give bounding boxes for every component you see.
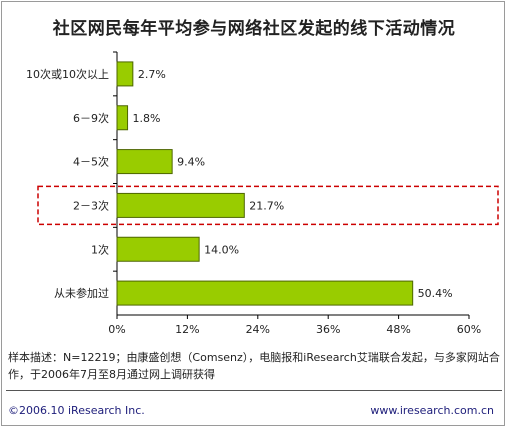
value-label: 21.7% (249, 199, 284, 212)
value-label: 2.7% (138, 68, 166, 81)
x-tick-label: 48% (386, 323, 410, 336)
bar-chart: 0% 12% 24% 36% 48% 60% 10次或10次以上 2.7% 6－9次 1.8% 4－… (26, 51, 499, 336)
bar (116, 61, 134, 87)
bar (116, 105, 129, 131)
x-tick-label: 12% (175, 323, 199, 336)
sample-note: 样本描述：N=12219；由康盛创想（Comsenz），电脑报和iResearc… (8, 351, 500, 381)
bar (116, 149, 173, 175)
x-tick-label: 0% (108, 323, 125, 336)
bar (116, 192, 245, 218)
category-label: 从未参加过 (54, 286, 109, 300)
category-label: 2－3次 (73, 198, 109, 212)
category-label: 1次 (91, 242, 109, 256)
bar (116, 280, 414, 306)
category-label: 4－5次 (73, 155, 109, 169)
x-tick-label: 60% (457, 323, 481, 336)
bar (116, 236, 200, 262)
value-label: 50.4% (418, 287, 453, 300)
category-label: 6－9次 (73, 111, 109, 125)
value-label: 1.8% (133, 112, 161, 125)
x-tick-label: 24% (246, 323, 270, 336)
category-label: 10次或10次以上 (26, 67, 109, 81)
chart-title: 社区网民每年平均参与网络社区发起的线下活动情况 (52, 19, 456, 39)
copyright-text: ©2006.10 iResearch Inc. (8, 404, 145, 417)
footer-divider (6, 390, 502, 391)
value-label: 14.0% (204, 243, 239, 256)
highlight-box (37, 185, 499, 226)
x-tick-label: 36% (316, 323, 340, 336)
value-label: 9.4% (177, 156, 205, 169)
website-text: www.iresearch.com.cn (370, 404, 494, 417)
